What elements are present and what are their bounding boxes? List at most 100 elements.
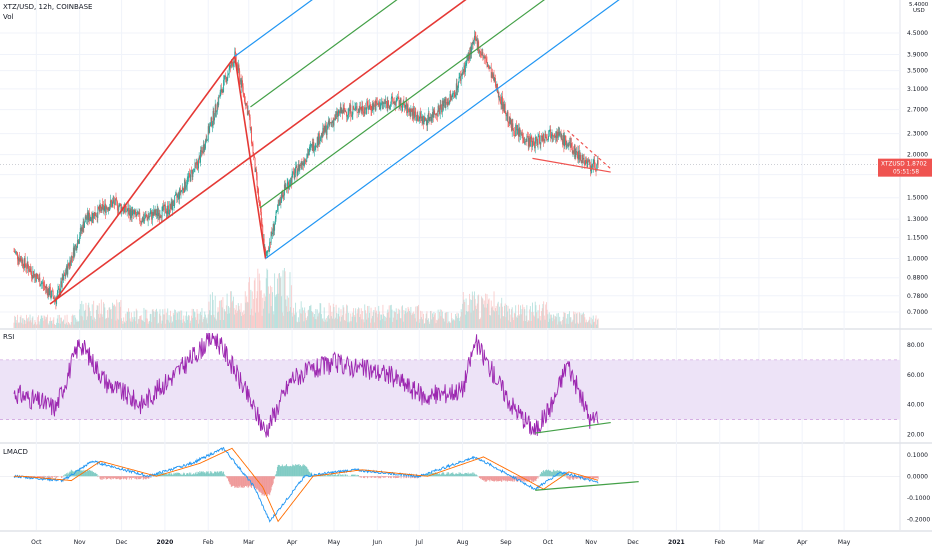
last-price-text: XTZUSD 1.8702 xyxy=(881,162,927,168)
candle-body xyxy=(580,155,581,160)
volume-label[interactable]: Vol xyxy=(3,13,13,21)
grid-lines xyxy=(0,0,932,531)
candle-body xyxy=(450,94,451,96)
candle-body xyxy=(253,143,254,153)
candle-body xyxy=(190,170,191,181)
candle-body xyxy=(280,202,281,203)
candle-body xyxy=(194,169,195,170)
lmacd-signal-line xyxy=(14,448,598,521)
candle-body xyxy=(485,57,486,59)
time-axis-label: Jul xyxy=(415,539,424,546)
candle-body xyxy=(76,248,77,250)
price-axis-tick: 2.3000 xyxy=(907,131,928,138)
candle-body xyxy=(51,296,52,297)
candle-body xyxy=(540,136,541,145)
lmacd-histogram-bar xyxy=(358,475,359,476)
lmacd-histogram-bar xyxy=(338,474,339,476)
candle-body xyxy=(71,256,72,265)
candle-body xyxy=(527,136,528,137)
candle-body xyxy=(137,214,138,217)
candle-body xyxy=(345,111,346,112)
candle-body xyxy=(415,112,416,120)
candle-body xyxy=(371,106,372,110)
candle-body xyxy=(585,160,586,164)
lmacd-histogram-bar xyxy=(49,476,50,478)
rsi-axis-tick: 80.00 xyxy=(907,342,924,349)
candle-body xyxy=(259,202,260,206)
rsi-label[interactable]: RSI xyxy=(3,333,14,341)
candle-body xyxy=(320,141,321,144)
candle-body xyxy=(100,205,101,208)
candle-body xyxy=(480,50,481,52)
candle-body xyxy=(386,101,387,103)
candle-body xyxy=(398,97,399,98)
candle-body xyxy=(239,65,240,71)
candle-body xyxy=(259,200,260,202)
candle-body xyxy=(335,114,336,120)
candle-body xyxy=(141,222,142,223)
candle-body xyxy=(50,287,51,297)
candle-body xyxy=(368,109,369,110)
lmacd-label[interactable]: LMACD xyxy=(3,448,28,456)
candle-body xyxy=(417,115,418,121)
lmacd-axis-tick: 0.0000 xyxy=(907,473,928,480)
price-axis-tick: 0.8800 xyxy=(907,275,928,282)
candle-body xyxy=(367,101,368,105)
candle-body xyxy=(519,128,520,134)
candle-body xyxy=(334,119,335,125)
price-axis-tick: 3.1000 xyxy=(907,86,928,93)
lmacd-histogram-bar xyxy=(391,476,392,478)
candle-body xyxy=(227,75,228,79)
candle-body xyxy=(21,258,22,261)
candle-body xyxy=(593,164,594,168)
candle-body xyxy=(506,116,507,117)
candle-body xyxy=(113,200,114,202)
price-axis-tick: 1.5000 xyxy=(907,195,928,202)
candle-body xyxy=(266,252,267,253)
candle-body xyxy=(258,189,259,200)
lmacd-histogram-bar xyxy=(61,476,62,478)
candle-body xyxy=(533,141,534,142)
candle-body xyxy=(396,100,397,105)
lmacd-histogram-bar xyxy=(48,476,49,478)
candle-body xyxy=(227,78,228,82)
candle-body xyxy=(53,291,54,297)
candle-body xyxy=(181,190,182,191)
lmacd-histogram-bar xyxy=(97,476,98,477)
candle-body xyxy=(224,77,225,80)
candle-body xyxy=(438,106,439,108)
candle-body xyxy=(587,161,588,167)
candle-body xyxy=(305,159,306,162)
candle-body xyxy=(416,120,417,121)
candle-body xyxy=(549,131,550,136)
candle-body xyxy=(363,112,364,113)
time-axis-label: Feb xyxy=(203,539,214,546)
lmacd-histogram-bar xyxy=(225,476,226,477)
candle-body xyxy=(167,211,168,213)
candle-body xyxy=(405,107,406,108)
last-price-countdown: 05:51:58 xyxy=(893,170,919,176)
price-candles[interactable] xyxy=(14,30,599,309)
candle-body xyxy=(532,141,533,147)
price-axis-tick: 2.7000 xyxy=(907,107,928,114)
time-axis-label: Aug xyxy=(457,539,469,546)
candle-body xyxy=(508,112,509,122)
time-axis-label: Nov xyxy=(585,539,597,546)
lmacd-histogram-bar xyxy=(347,475,348,477)
symbol-title[interactable]: XTZ/USD, 12h, COINBASE xyxy=(3,3,92,11)
candle-body xyxy=(140,221,141,222)
candle-body xyxy=(449,101,450,105)
candle-body xyxy=(106,207,107,208)
candle-body xyxy=(37,276,38,279)
lmacd-axis-tick: -0.2000 xyxy=(907,516,930,523)
candle-body xyxy=(188,178,189,179)
candle-body xyxy=(360,107,361,109)
candle-body xyxy=(254,155,255,158)
time-axis-label: Apr xyxy=(287,539,298,546)
candle-body xyxy=(566,146,567,148)
pitchfork-lower-outer xyxy=(266,0,900,259)
candle-body xyxy=(275,219,276,224)
candle-body xyxy=(411,109,412,112)
